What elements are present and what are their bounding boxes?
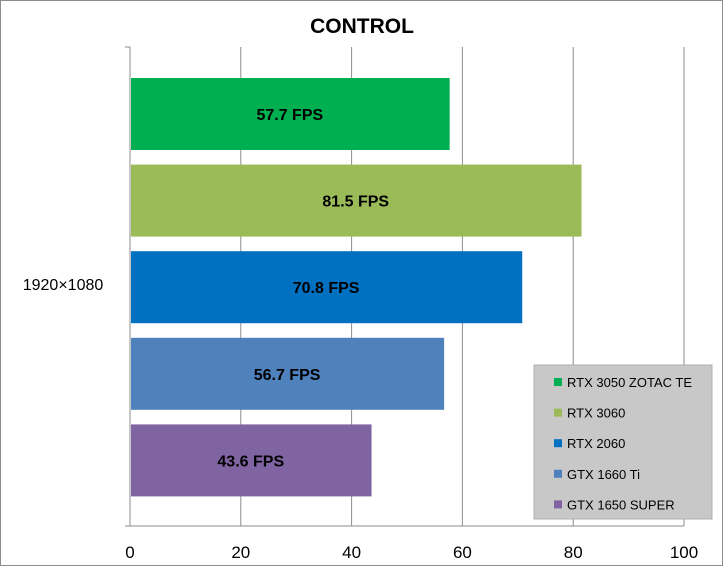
legend: RTX 3050 ZOTAC TE RTX 3060 RTX 2060 GTX 166… bbox=[533, 364, 713, 520]
bar-value-label: 70.8 FPS bbox=[293, 280, 360, 297]
legend-swatch bbox=[554, 408, 562, 417]
legend-swatch bbox=[554, 378, 562, 386]
x-tick-label: 100 bbox=[670, 543, 698, 562]
legend-label: RTX 3050 ZOTAC TE bbox=[567, 375, 692, 390]
bar bbox=[131, 164, 582, 237]
legend-label: RTX 3060 bbox=[567, 406, 625, 421]
legend-label: GTX 1660 Ti bbox=[567, 467, 640, 482]
bar bbox=[131, 78, 450, 150]
x-tick-label: 20 bbox=[231, 543, 250, 562]
x-tick-label: 0 bbox=[125, 543, 134, 562]
category-label: 1920×1080 bbox=[23, 277, 104, 294]
legend-items: RTX 3050 ZOTAC TE RTX 3060 RTX 2060 GTX 166… bbox=[554, 375, 692, 512]
bar-value-label: 56.7 FPS bbox=[254, 367, 321, 384]
bar-value-label: 57.7 FPS bbox=[256, 107, 323, 124]
bar-group: 57.7 FPS 81.5 FPS 70.8 FPS 56.7 FPS 43.6 FPS bbox=[131, 78, 582, 497]
x-tick-labels: 0 20 40 60 80 100 bbox=[125, 543, 698, 562]
axes bbox=[125, 46, 684, 527]
legend-swatch bbox=[554, 469, 562, 478]
legend-swatch bbox=[554, 439, 562, 448]
x-tick-label: 60 bbox=[453, 543, 472, 562]
chart-title: CONTROL bbox=[310, 15, 414, 38]
bar bbox=[131, 251, 523, 324]
legend-label: GTX 1650 SUPER bbox=[567, 497, 675, 512]
bar bbox=[131, 424, 372, 497]
x-tick-label: 40 bbox=[342, 543, 361, 562]
bar-value-label: 43.6 FPS bbox=[217, 453, 284, 470]
legend-label: RTX 2060 bbox=[567, 436, 625, 451]
x-tick-label: 80 bbox=[564, 543, 583, 562]
legend-swatch bbox=[554, 500, 562, 509]
legend-box bbox=[533, 364, 713, 520]
bar bbox=[131, 337, 445, 410]
bar-value-label: 81.5 FPS bbox=[322, 194, 389, 211]
